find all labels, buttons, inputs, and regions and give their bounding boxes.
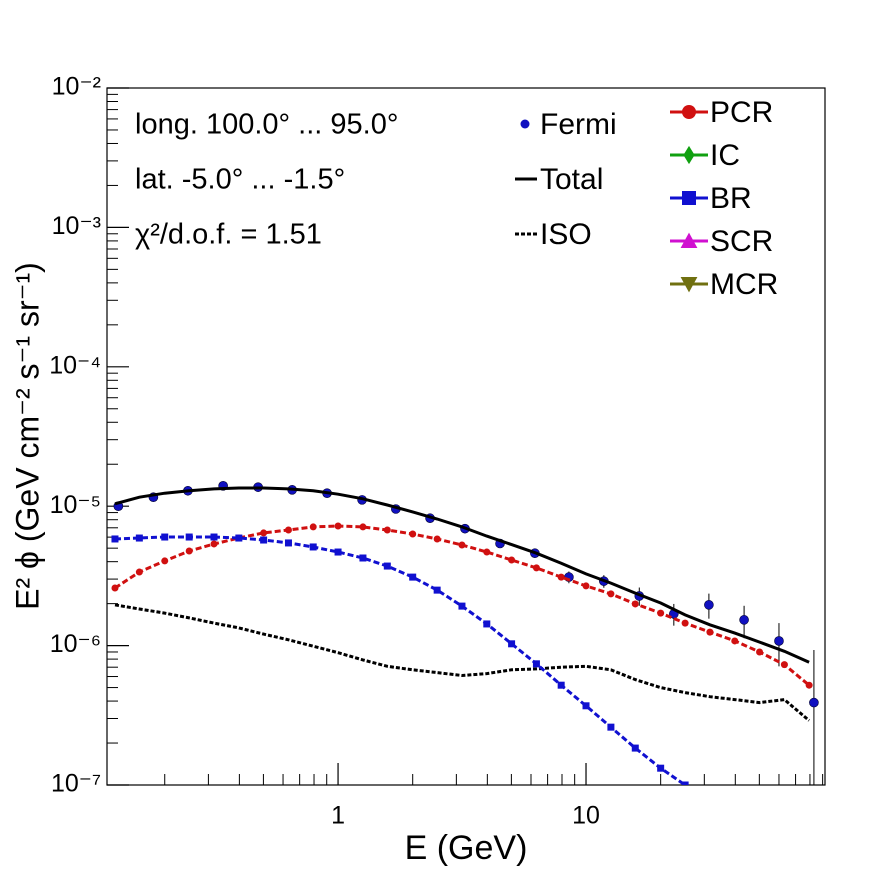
series-line [114,486,810,664]
marker [657,764,665,772]
marker [557,681,565,689]
marker [458,541,466,549]
legend-label: Total [540,163,603,196]
plot-area [111,481,819,868]
x-axis-label: E (GeV) [405,829,528,867]
marker [706,800,713,807]
y-tick-label: 10⁻² [52,73,101,101]
marker [260,536,268,544]
y-tick-label: 10⁻⁵ [50,491,101,519]
y-tick-label: 10⁻⁴ [49,351,101,379]
marker [284,539,292,547]
marker [359,523,367,531]
marker [781,861,788,868]
marker [185,533,193,541]
marker [111,584,119,592]
marker [210,540,218,548]
marker [433,535,441,543]
marker [780,661,788,669]
marker [731,820,738,827]
marker [680,232,698,248]
marker [607,590,615,598]
marker [135,534,143,542]
marker [508,556,516,564]
marker [508,640,516,648]
legend-label: MCR [710,268,778,301]
plot-frame [106,87,826,786]
x-tick-label: 1 [331,802,345,830]
marker [631,744,639,752]
annotation: long. 100.0° ... 95.0° [135,109,398,141]
marker [756,840,763,847]
marker [582,582,590,590]
marker [607,723,615,731]
marker [683,145,695,165]
legend-label: SCR [710,225,773,258]
marker [161,533,169,541]
y-tick-label: 10⁻³ [52,212,101,240]
annotation: lat. -5.0° ... -1.5° [135,164,345,196]
marker [235,534,243,542]
marker [409,530,417,538]
marker [284,526,292,534]
legend-label: IC [710,139,740,172]
legend-label: Fermi [540,108,617,141]
marker [260,529,268,537]
marker [483,548,491,556]
marker [756,648,764,656]
marker [682,105,696,119]
marker [809,697,819,708]
marker [582,702,590,710]
marker [383,562,391,570]
marker [334,548,342,556]
marker [631,600,639,608]
marker [309,543,317,551]
marker [805,681,813,689]
annotation: χ²/d.o.f. = 1.51 [135,219,322,251]
y-axis-label: E² ϕ (GeV cm⁻² s⁻¹ sr⁻¹) [9,262,45,610]
marker [706,628,714,636]
x-tick-label: 10 [572,802,600,830]
marker [309,523,317,531]
series-line [114,535,688,785]
marker [111,535,119,543]
marker [681,619,689,627]
marker [185,547,193,555]
marker [383,526,391,534]
marker [458,602,466,610]
marker [682,191,696,205]
marker [520,119,530,129]
marker [483,620,491,628]
marker [409,573,417,581]
marker [681,781,689,785]
marker [680,277,698,293]
legend-label: PCR [710,96,773,129]
marker [334,522,342,530]
marker [774,636,784,646]
marker [704,600,714,610]
marker [557,573,565,581]
y-tick-label: 10⁻⁶ [50,630,101,658]
marker [135,568,143,576]
marker [532,564,540,572]
marker [731,637,739,645]
marker [657,609,665,617]
marker [359,554,367,562]
marker [161,557,169,565]
marker [739,615,749,625]
legend-label: BR [710,182,752,215]
marker [532,660,540,668]
series-line [114,603,811,722]
marker [433,586,441,594]
legend-label: ISO [540,218,592,251]
marker [210,533,218,541]
y-tick-label: 10⁻⁷ [51,770,101,798]
